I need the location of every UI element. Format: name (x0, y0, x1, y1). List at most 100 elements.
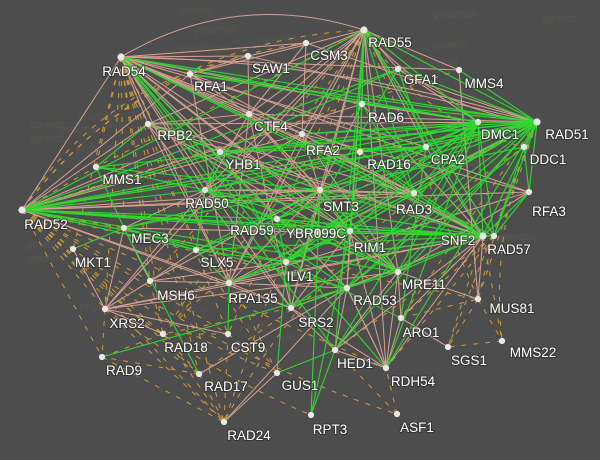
graph-node-rad54[interactable] (117, 53, 125, 61)
graph-node-mms1[interactable] (92, 163, 100, 171)
graph-node-label-ctf4: CTF4 (254, 119, 288, 134)
graph-node-ybr099c[interactable] (314, 228, 322, 236)
graph-node-rfa2[interactable] (298, 130, 306, 138)
graph-node-hed1[interactable] (331, 346, 339, 354)
graph-edge-yeastnet (219, 151, 321, 191)
graph-node-mec3[interactable] (120, 224, 128, 232)
graph-edge-yeastnet (317, 230, 351, 233)
watermark-text: genetic (434, 239, 470, 251)
graph-edge-physical (72, 248, 106, 310)
graph-node-slx5[interactable] (192, 246, 200, 254)
graph-edge-physical (149, 280, 230, 284)
graph-edge-yeastnet (334, 121, 538, 351)
graph-edge-yeastnet (397, 68, 538, 123)
graph-node-rad52[interactable] (18, 206, 26, 214)
graph-edge-yeastnet (285, 261, 402, 319)
watermark-text: yeastNet (288, 31, 331, 43)
graph-edge-yeastnet (204, 121, 538, 191)
graph-node-dmc1[interactable] (474, 118, 482, 126)
graph-node-rim1[interactable] (346, 227, 354, 235)
graph-edge-physical (21, 113, 250, 211)
graph-edge-physical (120, 56, 303, 135)
graph-edge-physical (147, 29, 365, 125)
graph-node-srs2[interactable] (287, 304, 295, 312)
graph-node-csm3[interactable] (302, 39, 310, 47)
graph-edge-genetic (162, 307, 292, 335)
graph-node-saw1[interactable] (244, 52, 252, 60)
graph-node-rad51[interactable] (533, 118, 541, 126)
graph-edge-yeastnet (477, 121, 484, 237)
graph-edge-yeastnet (21, 189, 206, 211)
graph-edge-genetic (21, 209, 106, 310)
graph-node-rpt3[interactable] (307, 411, 315, 419)
graph-edge-physical (363, 29, 387, 369)
graph-node-gfa1[interactable] (394, 65, 402, 73)
graph-node-rad55[interactable] (360, 26, 368, 34)
graph-edge-yeastnet (147, 123, 221, 153)
graph-node-rad3[interactable] (410, 189, 418, 197)
watermark-text: genetic (28, 253, 64, 265)
graph-edge-yeastnet (189, 73, 479, 123)
graph-edge-yeastnet (349, 192, 415, 232)
graph-edge-yeastnet (123, 146, 525, 229)
graph-node-asf1[interactable] (393, 410, 401, 418)
graph-edge-yeastnet (95, 123, 149, 168)
node-layer[interactable] (18, 26, 541, 426)
graph-node-mkt1[interactable] (69, 245, 77, 253)
graph-node-gus1[interactable] (273, 369, 281, 377)
graph-node-cst9[interactable] (224, 330, 232, 338)
graph-node-rad16[interactable] (356, 148, 364, 156)
graph-node-rdh54[interactable] (382, 364, 390, 372)
graph-node-rad17[interactable] (195, 370, 203, 378)
graph-edge-yeastnet (363, 29, 415, 194)
graph-node-rpa135[interactable] (225, 279, 233, 287)
graph-node-rad53[interactable] (343, 284, 351, 292)
graph-node-cpa2[interactable] (422, 143, 430, 151)
graph-node-rfa1[interactable] (186, 70, 194, 78)
graph-edge-physical (334, 287, 348, 351)
graph-edge-physical (104, 282, 230, 310)
graph-edge-physical (385, 271, 399, 369)
graph-edge-yeastnet (493, 146, 525, 237)
graph-node-smt3[interactable] (316, 186, 324, 194)
graph-edge-physical (120, 56, 206, 191)
watermark-text: genetic (26, 239, 62, 251)
graph-node-snf2[interactable] (479, 232, 487, 240)
graph-node-label-mkt1: MKT1 (75, 255, 111, 270)
graph-edge-genetic (21, 209, 278, 374)
graph-node-ilv1[interactable] (282, 258, 290, 266)
graph-node-ctf4[interactable] (245, 110, 253, 118)
graph-node-mms4[interactable] (455, 66, 463, 74)
graph-node-ddc1[interactable] (520, 143, 528, 151)
graph-node-sgs1[interactable] (444, 343, 452, 351)
graph-node-msh6[interactable] (146, 277, 154, 285)
graph-node-rad57[interactable] (490, 232, 498, 240)
graph-node-mus81[interactable] (474, 295, 482, 303)
graph-node-rad9[interactable] (98, 353, 106, 361)
graph-node-mms22[interactable] (498, 337, 506, 345)
graph-node-rad18[interactable] (159, 330, 167, 338)
graph-edge-genetic (227, 29, 365, 335)
graph-node-xrs2[interactable] (101, 305, 109, 313)
graph-node-mre11[interactable] (394, 268, 402, 276)
graph-edge-physical (147, 123, 351, 232)
graph-node-rfa3[interactable] (525, 188, 533, 196)
watermark-text: genetic (542, 13, 578, 25)
graph-node-rad24[interactable] (220, 418, 228, 426)
graph-edge-physical (397, 271, 402, 319)
graph-node-aro1[interactable] (397, 314, 405, 322)
graph-edge-physical (147, 123, 230, 284)
watermark-text: yeastNet (433, 9, 476, 21)
graph-node-rpb2[interactable] (144, 120, 152, 128)
graph-edge-yeastnet (310, 189, 321, 416)
graph-edge-physical (120, 56, 321, 191)
graph-node-rad50[interactable] (201, 186, 209, 194)
graph-edge-yeastnet (285, 68, 399, 263)
graph-edge-yeastnet (120, 56, 278, 220)
graph-node-yhb1[interactable] (216, 148, 224, 156)
graph-edge-physical (123, 189, 206, 229)
graph-node-rad6[interactable] (358, 100, 366, 108)
graph-node-rad59[interactable] (273, 215, 281, 223)
